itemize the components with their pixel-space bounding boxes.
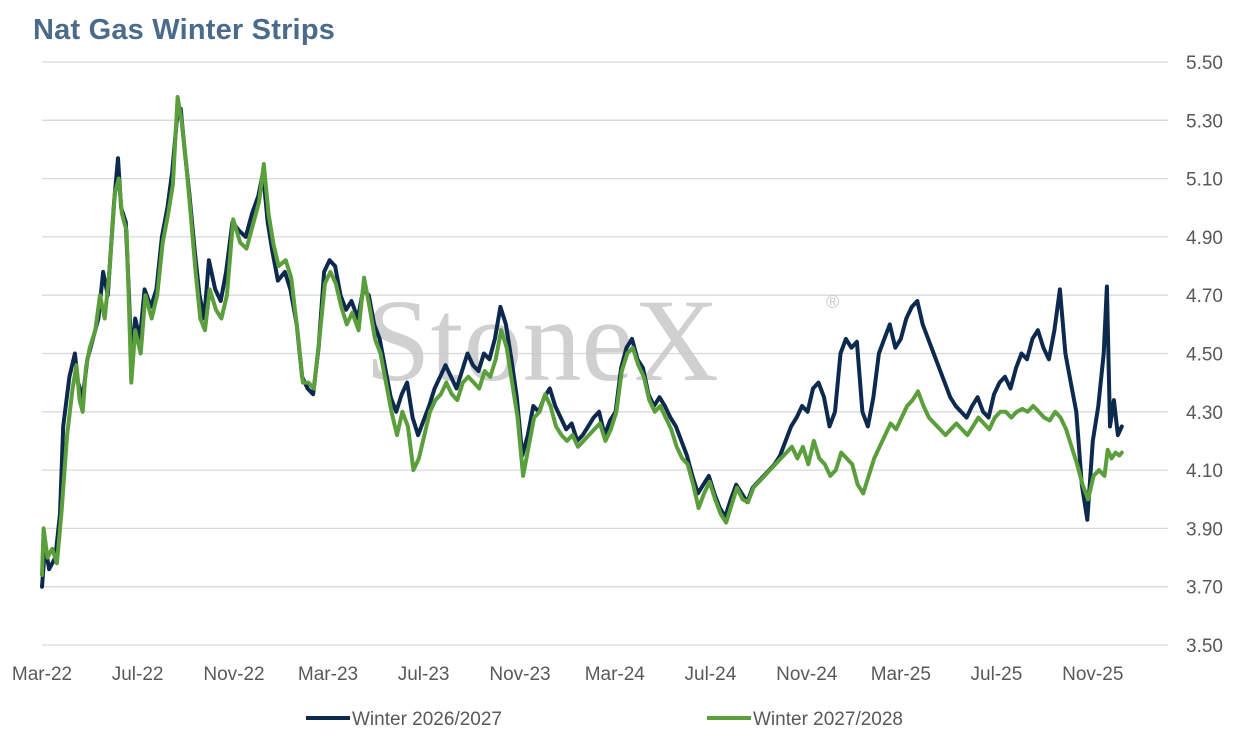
y-tick-label: 3.50 <box>1186 636 1223 657</box>
y-tick-label: 5.50 <box>1186 53 1223 74</box>
x-tick-label: Jul-24 <box>685 664 737 685</box>
y-tick-label: 4.90 <box>1186 228 1223 249</box>
x-tick-label: Mar-24 <box>585 664 646 685</box>
x-tick-label: Nov-23 <box>489 664 550 685</box>
watermark-registered-mark: ® <box>826 292 839 312</box>
gridlines <box>42 61 1168 646</box>
x-tick-label: Nov-24 <box>776 664 838 685</box>
y-axis-ticks: 5.50 5.30 5.10 4.90 4.70 4.50 4.30 4.10 3.90 3.70… <box>1186 53 1223 657</box>
chart-title: Nat Gas Winter Strips <box>33 14 336 46</box>
y-tick-label: 4.10 <box>1186 461 1223 482</box>
x-tick-label: Jul-22 <box>112 664 164 685</box>
series-line-winter-2027-2028 <box>40 95 1124 577</box>
y-tick-label: 4.30 <box>1186 403 1223 424</box>
x-tick-label: Nov-25 <box>1062 664 1123 685</box>
x-tick-label: Jul-23 <box>398 664 450 685</box>
watermark-text: StoneX <box>365 275 719 406</box>
x-tick-label: Jul-25 <box>971 664 1023 685</box>
x-tick-label: Nov-22 <box>203 664 264 685</box>
y-tick-label: 4.70 <box>1186 286 1223 307</box>
y-tick-label: 3.90 <box>1186 519 1223 540</box>
y-tick-label: 5.30 <box>1186 111 1223 132</box>
y-tick-label: 4.50 <box>1186 345 1223 366</box>
x-tick-label: Mar-22 <box>12 664 72 685</box>
y-tick-label: 5.10 <box>1186 170 1223 191</box>
series-lines <box>40 95 1124 589</box>
y-tick-label: 3.70 <box>1186 578 1223 599</box>
watermark: StoneX ® <box>365 275 839 406</box>
x-axis-ticks: Mar-22 Jul-22 Nov-22 Mar-23 Jul-23 Nov-23 Mar-… <box>12 664 1123 685</box>
x-tick-label: Mar-23 <box>298 664 358 685</box>
legend-label: Winter 2026/2027 <box>352 709 502 730</box>
legend-label: Winter 2027/2028 <box>753 709 903 730</box>
x-tick-label: Mar-25 <box>871 664 931 685</box>
legend: Winter 2026/2027 Winter 2027/2028 <box>306 709 903 730</box>
